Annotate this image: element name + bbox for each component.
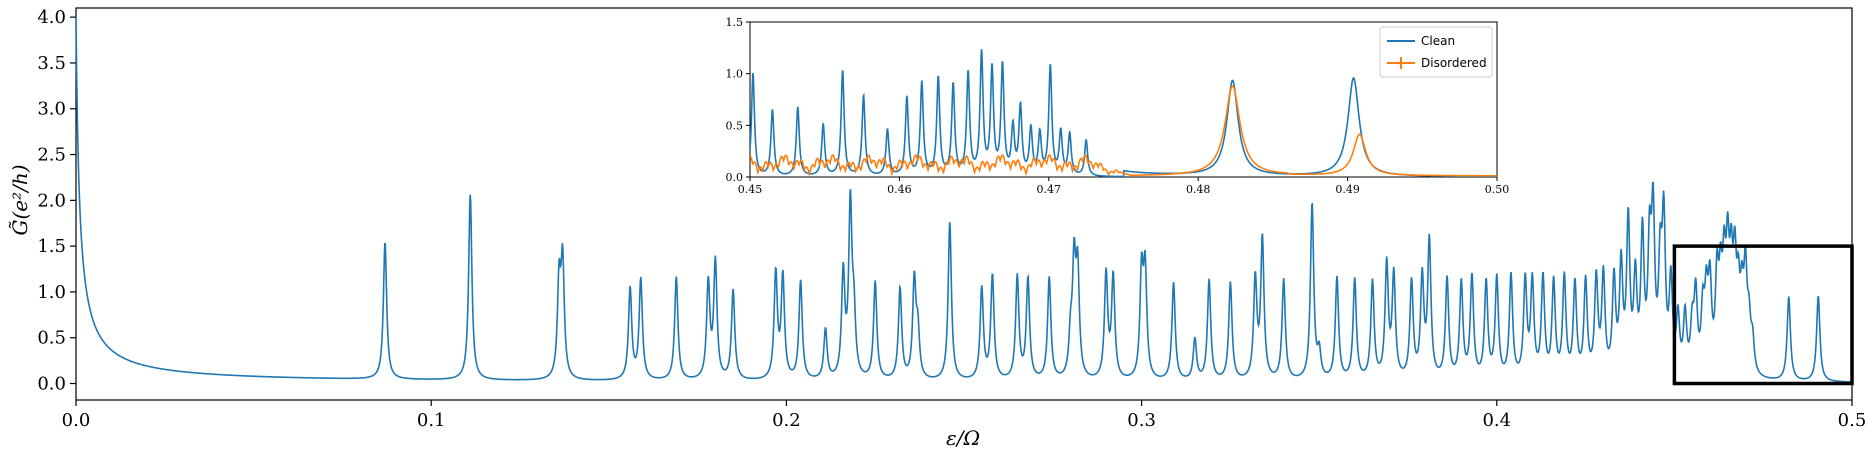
y-tick-label: 1.0 [37,282,66,303]
inset-x-tick-label: 0.47 [1037,183,1062,196]
main-plot-area [75,17,1854,386]
main-series-line [75,17,1853,383]
y-tick-label: 0.0 [37,374,66,395]
inset-plot-area [750,49,1497,177]
inset-series-disordered [750,84,1497,177]
y-tick-label: 0.5 [37,328,66,349]
x-tick-label: 0.1 [417,410,446,431]
legend-box [1379,26,1493,78]
inset-legend: Clean Disordered [1379,26,1493,78]
legend-label-disordered: Disordered [1421,56,1487,70]
x-tick-label: 0.2 [772,410,801,431]
y-tick-label: 4.0 [37,7,66,28]
x-tick-label: 0.0 [62,410,91,431]
zoom-highlight-box [1672,244,1854,386]
y-tick-label: 3.0 [37,99,66,120]
x-axis-label: ε/Ω [946,426,980,450]
x-tick-label: 0.4 [1482,410,1511,431]
inset-x-tick-label: 0.49 [1335,183,1360,196]
inset-y-tick-label: 1.5 [726,16,744,29]
x-tick-label: 0.3 [1127,410,1156,431]
x-tick-label: 0.5 [1838,410,1867,431]
inset-y-tick-label: 0.5 [726,119,744,132]
y-tick-label: 1.5 [37,236,66,257]
inset-x-tick-label: 0.45 [738,183,763,196]
legend-label-clean: Clean [1421,34,1455,48]
inset-x-tick-label: 0.50 [1485,183,1510,196]
inset-y-tick-label: 0.0 [726,171,744,184]
inset-chart: 0.45 0.46 0.47 0.48 0.49 0.50 0.0 0.5 1.0 1.5 Clea… [726,16,1510,196]
y-tick-label: 2.5 [37,145,66,166]
inset-x-tick-label: 0.46 [887,183,912,196]
inset-frame [749,21,1498,178]
main-plot-frame [75,7,1853,401]
main-axes: 0.0 0.1 0.2 0.3 0.4 0.5 0.0 0.5 1.0 1.5 2.0 2.5 3.0 3… [37,7,1866,431]
inset-y-tick-label: 1.0 [726,68,744,81]
inset-x-tick-label: 0.48 [1186,183,1211,196]
y-tick-label: 3.5 [37,53,66,74]
y-axis-label: G̃(e²/h) [8,164,32,235]
y-tick-label: 2.0 [37,190,66,211]
